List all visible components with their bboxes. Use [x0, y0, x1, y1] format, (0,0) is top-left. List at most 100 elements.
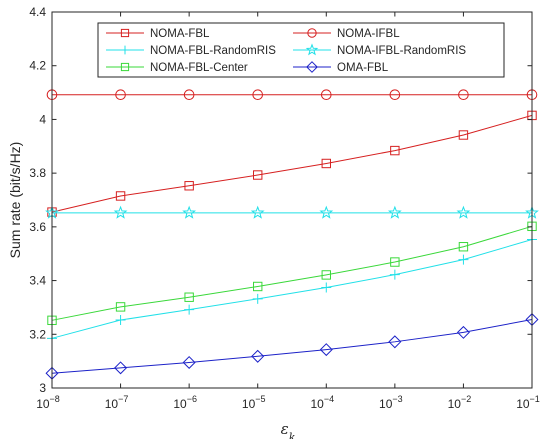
- data-point-3-3: [184, 304, 195, 315]
- y-tick-label: 4.4: [29, 5, 46, 19]
- data-point-2-4: [252, 89, 264, 101]
- y-tick-label: 3.6: [29, 220, 46, 234]
- data-point-5-2: [115, 302, 126, 312]
- x-tick-label: 10−3: [379, 394, 403, 411]
- legend-label: NOMA-IFBL-RandomRIS: [337, 45, 466, 57]
- series-line-3: [51, 239, 533, 339]
- data-point-1-3: [184, 181, 194, 191]
- data-point-3-5: [321, 282, 332, 293]
- data-point-3-4: [252, 293, 263, 304]
- data-point-6-6: [388, 335, 402, 349]
- data-point-1-2: [115, 191, 126, 201]
- x-tick-exponent: −3: [392, 394, 402, 404]
- data-point-2-2: [115, 89, 126, 101]
- y-tick-label: 3.2: [29, 327, 46, 341]
- x-tick-base: 10: [36, 397, 50, 411]
- y-tick-label: 3: [39, 381, 46, 395]
- series-5: [47, 221, 537, 326]
- data-point-3-7: [458, 254, 469, 265]
- data-point-4-6: [387, 205, 402, 219]
- x-tick-label: 10−1: [516, 394, 540, 411]
- legend-label: NOMA-IFBL: [337, 28, 400, 40]
- data-point-2-6: [389, 89, 401, 101]
- data-point-3-6: [389, 269, 400, 280]
- data-point-5-4: [253, 281, 263, 292]
- legend-marker: [305, 43, 319, 56]
- legend-label: NOMA-FBL-Center: [150, 62, 248, 74]
- x-tick-exponent: −4: [324, 394, 334, 404]
- x-tick-base: 10: [105, 397, 119, 411]
- legend-label: NOMA-FBL: [150, 28, 210, 40]
- data-point-6-2: [114, 361, 128, 375]
- x-tick-base: 10: [379, 397, 393, 411]
- series-2: [46, 89, 538, 101]
- legend-item-5: NOMA-FBL-Center: [106, 62, 248, 74]
- series-6: [45, 313, 539, 380]
- data-point-6-5: [319, 343, 333, 357]
- x-axis-title: εk: [281, 420, 296, 439]
- data-point-5-7: [458, 242, 469, 252]
- data-point-1-7: [458, 130, 469, 140]
- legend-item-1: NOMA-FBL: [106, 28, 210, 40]
- x-tick-base: 10: [173, 397, 187, 411]
- y-tick-label: 4: [39, 112, 46, 126]
- data-point-5-5: [321, 270, 331, 280]
- legend: NOMA-FBL NOMA-IFBL NOMA-FBL-RandomRIS NOMA-…: [97, 22, 505, 78]
- y-tick-label: 4.2: [29, 59, 46, 73]
- x-tick-exponent: −7: [118, 394, 128, 404]
- data-point-2-7: [458, 89, 469, 101]
- data-point-5-6: [390, 257, 400, 267]
- series-line-5: [51, 225, 533, 321]
- x-tick-base: 10: [242, 397, 256, 411]
- legend-item-4: NOMA-IFBL-RandomRIS: [293, 43, 466, 57]
- x-tick-label: 10−7: [105, 394, 129, 411]
- axis-ticks: [51, 11, 533, 389]
- x-tick-exponent: −1: [530, 394, 540, 404]
- series-layer: [45, 89, 539, 380]
- data-point-5-3: [184, 292, 194, 302]
- tick-labels: 10−8 10−7 10−6 10−5 10−4 10−3 10−2 10−133.23.43…: [29, 5, 540, 411]
- x-tick-exponent: −8: [50, 394, 60, 404]
- x-tick-label: 10−6: [173, 394, 197, 411]
- data-point-2-3: [183, 89, 195, 101]
- legend-marker: [120, 62, 130, 72]
- data-point-6-7: [456, 325, 470, 339]
- x-tick-label: 10−4: [310, 394, 334, 411]
- data-point-1-4: [253, 170, 263, 180]
- plot-area-frame: [51, 11, 533, 389]
- data-point-1-5: [321, 158, 331, 169]
- legend-marker: [120, 28, 130, 38]
- legend-marker: [307, 28, 317, 38]
- x-tick-label: 10−2: [448, 394, 472, 411]
- legend-item-6: OMA-FBL: [293, 61, 389, 74]
- y-tick-label: 3.4: [29, 274, 46, 288]
- legend-item-2: NOMA-IFBL: [293, 28, 400, 40]
- data-point-3-2: [115, 315, 126, 326]
- legend-label: NOMA-FBL-RandomRIS: [150, 45, 276, 57]
- data-point-4-2: [113, 205, 128, 219]
- legend-marker: [120, 45, 130, 55]
- series-line-1: [51, 114, 533, 213]
- data-point-4-5: [319, 205, 334, 219]
- x-tick-base: 10: [448, 397, 462, 411]
- legend-item-3: NOMA-FBL-RandomRIS: [106, 45, 276, 57]
- data-point-4-3: [182, 205, 197, 219]
- x-axis-symbol: ε: [281, 420, 289, 438]
- data-point-2-5: [320, 89, 332, 101]
- series-4: [45, 205, 539, 219]
- series-line-6: [51, 319, 533, 374]
- x-tick-exponent: −5: [255, 394, 265, 404]
- x-tick-label: 10−5: [242, 394, 266, 411]
- legend-marker: [306, 61, 318, 73]
- data-point-1-6: [390, 145, 400, 156]
- data-point-6-3: [182, 355, 196, 369]
- y-tick-label: 3.8: [29, 166, 46, 180]
- x-tick-exponent: −6: [187, 394, 197, 404]
- x-tick-exponent: −2: [461, 394, 471, 404]
- x-tick-base: 10: [310, 397, 324, 411]
- legend-label: OMA-FBL: [337, 62, 389, 74]
- x-tick-label: 10−8: [36, 394, 60, 411]
- series-1: [47, 110, 537, 217]
- data-point-6-4: [251, 349, 265, 363]
